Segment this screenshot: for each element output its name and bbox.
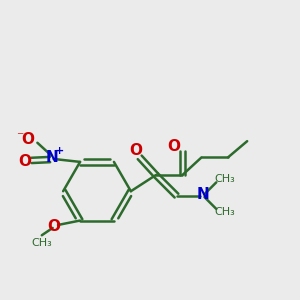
Text: ⁻: ⁻: [16, 130, 23, 144]
Text: O: O: [22, 132, 34, 147]
Text: N: N: [46, 150, 59, 165]
Text: CH₃: CH₃: [32, 238, 52, 248]
Text: O: O: [19, 154, 32, 169]
Text: +: +: [55, 146, 64, 156]
Text: O: O: [48, 219, 61, 234]
Text: CH₃: CH₃: [215, 207, 236, 217]
Text: O: O: [168, 139, 181, 154]
Text: CH₃: CH₃: [215, 174, 236, 184]
Text: N: N: [196, 187, 209, 202]
Text: O: O: [129, 143, 142, 158]
